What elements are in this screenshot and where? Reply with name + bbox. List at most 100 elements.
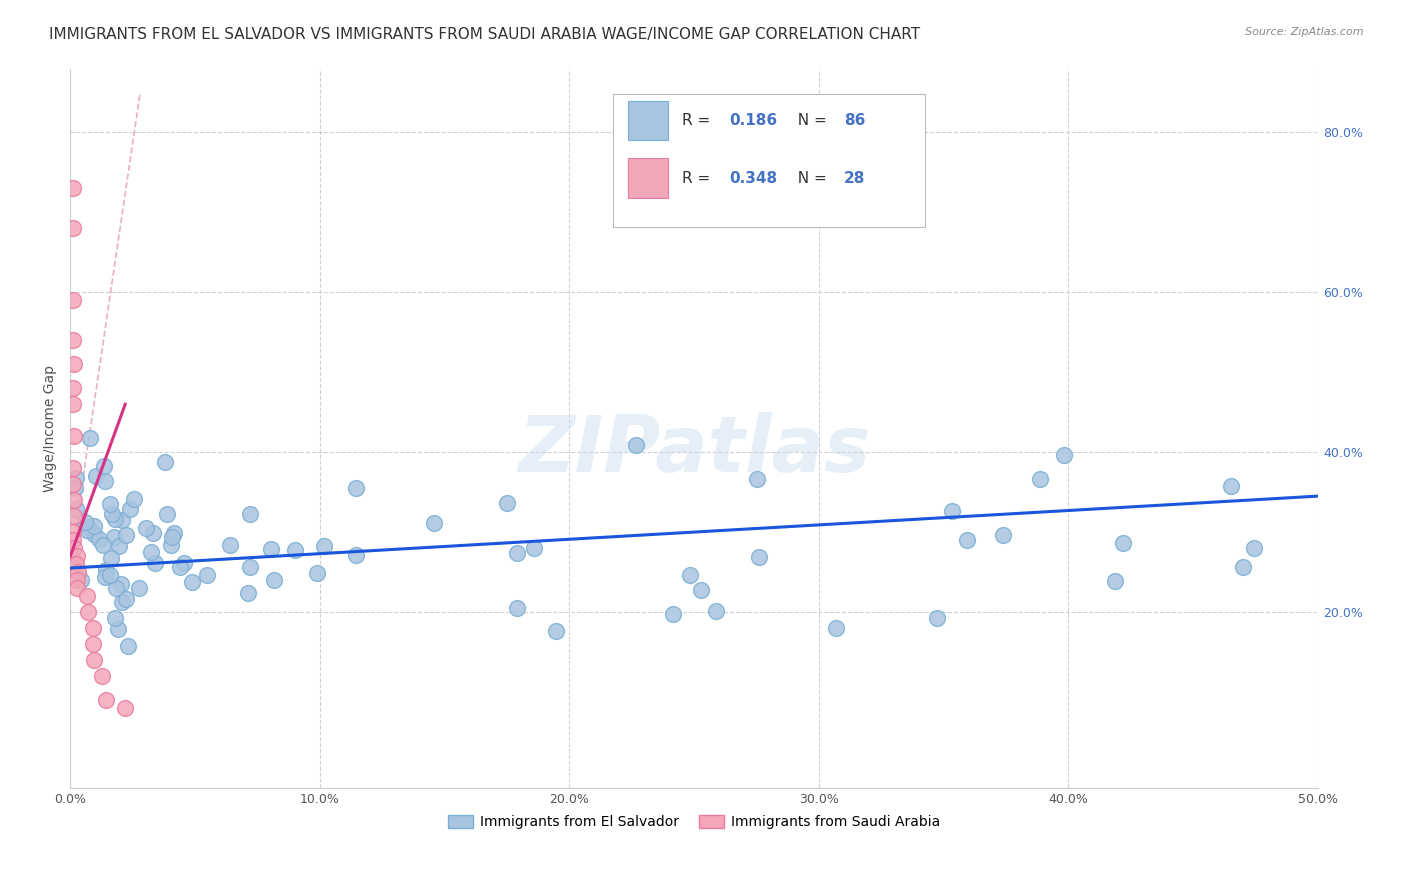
Point	[344, 481, 367, 495]
Point	[62, 533, 84, 547]
Point	[284, 543, 307, 558]
Text: Source: ZipAtlas.com: Source: ZipAtlas.com	[1246, 27, 1364, 37]
Point	[689, 583, 711, 598]
Point	[82, 621, 104, 635]
Point	[110, 576, 132, 591]
Point	[66, 581, 89, 595]
Point	[94, 474, 117, 488]
Point	[62, 524, 84, 539]
Text: N =: N =	[787, 113, 831, 128]
Text: R =: R =	[682, 113, 714, 128]
Point	[307, 566, 329, 581]
Point	[925, 611, 948, 625]
Point	[62, 293, 84, 308]
Point	[84, 468, 107, 483]
Point	[79, 431, 101, 445]
Point	[748, 549, 770, 564]
Point	[111, 595, 134, 609]
Point	[312, 539, 335, 553]
Point	[260, 541, 283, 556]
Point	[114, 701, 136, 715]
Point	[83, 653, 105, 667]
Point	[135, 521, 157, 535]
Point	[239, 508, 262, 522]
Point	[62, 397, 84, 411]
Point	[104, 512, 127, 526]
Point	[155, 455, 177, 469]
Point	[103, 530, 125, 544]
Point	[662, 607, 685, 621]
Point	[62, 493, 84, 508]
Point	[63, 509, 86, 524]
Text: 0.348: 0.348	[730, 170, 778, 186]
Text: 28: 28	[844, 170, 865, 186]
Point	[218, 538, 240, 552]
Text: ZIPatlas: ZIPatlas	[517, 412, 870, 488]
Text: R =: R =	[682, 170, 714, 186]
Point	[1029, 472, 1052, 486]
Point	[76, 523, 98, 537]
Point	[100, 551, 122, 566]
FancyBboxPatch shape	[628, 101, 668, 140]
Point	[65, 471, 87, 485]
Point	[745, 472, 768, 486]
Text: 86: 86	[844, 113, 865, 128]
Point	[65, 502, 87, 516]
Point	[65, 557, 87, 571]
Point	[139, 545, 162, 559]
Point	[163, 525, 186, 540]
Point	[704, 604, 727, 618]
Point	[1112, 536, 1135, 550]
Point	[91, 669, 114, 683]
Legend: Immigrants from El Salvador, Immigrants from Saudi Arabia: Immigrants from El Salvador, Immigrants …	[441, 810, 946, 835]
Point	[239, 560, 262, 574]
Point	[62, 381, 84, 395]
Point	[128, 582, 150, 596]
Point	[108, 539, 131, 553]
Point	[956, 533, 979, 548]
Point	[122, 491, 145, 506]
Point	[155, 507, 177, 521]
Point	[496, 496, 519, 510]
Point	[1220, 478, 1243, 492]
Point	[70, 573, 93, 587]
Text: 0.186: 0.186	[730, 113, 778, 128]
Point	[62, 333, 84, 347]
Point	[114, 591, 136, 606]
FancyBboxPatch shape	[628, 159, 668, 198]
Point	[87, 533, 110, 547]
Point	[62, 477, 84, 491]
Point	[160, 530, 183, 544]
Point	[65, 482, 87, 496]
Point	[62, 429, 84, 443]
Point	[94, 693, 117, 707]
Point	[117, 639, 139, 653]
Point	[100, 497, 122, 511]
Point	[77, 520, 100, 534]
Point	[83, 518, 105, 533]
Point	[67, 565, 90, 579]
Point	[344, 548, 367, 562]
Point	[94, 570, 117, 584]
FancyBboxPatch shape	[613, 94, 925, 227]
Point	[66, 549, 89, 563]
Y-axis label: Wage/Income Gap: Wage/Income Gap	[44, 365, 58, 491]
Point	[62, 181, 84, 195]
Text: IMMIGRANTS FROM EL SALVADOR VS IMMIGRANTS FROM SAUDI ARABIA WAGE/INCOME GAP CORR: IMMIGRANTS FROM EL SALVADOR VS IMMIGRANT…	[49, 27, 921, 42]
Point	[523, 541, 546, 556]
Point	[1232, 560, 1254, 574]
Point	[169, 559, 191, 574]
Point	[114, 528, 136, 542]
Point	[1104, 574, 1126, 588]
Point	[824, 621, 846, 635]
Point	[145, 556, 167, 570]
Point	[101, 507, 124, 521]
Point	[624, 438, 647, 452]
Point	[941, 504, 963, 518]
Point	[62, 221, 84, 235]
Point	[181, 575, 204, 590]
Point	[75, 516, 97, 530]
Point	[91, 538, 114, 552]
Point	[107, 622, 129, 636]
Point	[118, 501, 141, 516]
